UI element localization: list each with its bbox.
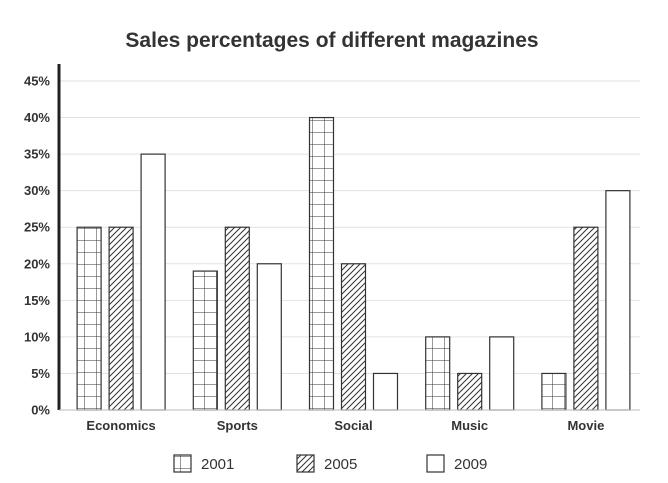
x-category-label: Music: [451, 418, 488, 433]
bar-sports-2009: [256, 263, 282, 411]
bar-movie-2009: [605, 190, 631, 411]
legend-swatch-2005: [296, 454, 315, 473]
legend: 2001 2005 2009: [173, 454, 487, 473]
y-tick-label: 30%: [24, 183, 50, 198]
bar-music-2001: [425, 336, 451, 411]
y-axis-ticks: 0% 5% 10% 15% 20% 25% 30% 35% 40% 45%: [24, 74, 50, 418]
bar-sports-2001: [192, 270, 218, 411]
bar-social-2005: [340, 263, 367, 411]
y-tick-label: 40%: [24, 110, 50, 125]
y-tick-label: 45%: [24, 74, 50, 89]
y-tick-label: 10%: [24, 329, 50, 344]
x-category-label: Sports: [217, 418, 258, 433]
x-category-label: Economics: [86, 418, 155, 433]
bars: [76, 116, 631, 411]
legend-label-2001: 2001: [201, 456, 234, 473]
legend-label-2005: 2005: [324, 456, 357, 473]
bar-economics-2009: [140, 153, 166, 411]
y-tick-label: 35%: [24, 147, 50, 162]
y-tick-label: 20%: [24, 256, 50, 271]
bar-music-2005: [457, 372, 483, 411]
bar-economics-2001: [76, 226, 102, 411]
bar-sports-2005: [224, 226, 250, 411]
y-tick-label: 5%: [31, 366, 50, 381]
bar-music-2009: [489, 336, 515, 411]
chart-title: Sales percentages of different magazines: [125, 29, 538, 52]
legend-swatch-2009: [426, 454, 445, 473]
bar-movie-2001: [541, 372, 567, 411]
y-tick-label: 15%: [24, 293, 50, 308]
bar-social-2001: [308, 116, 335, 411]
x-category-label: Social: [334, 418, 372, 433]
y-tick-label: 0%: [31, 403, 50, 418]
y-tick-label: 25%: [24, 220, 50, 235]
bar-movie-2005: [573, 226, 599, 411]
legend-label-2009: 2009: [454, 456, 487, 473]
legend-swatch-2001: [173, 454, 192, 473]
x-axis-categories: Economics Sports Social Music Movie: [86, 418, 604, 433]
bar-economics-2005: [108, 226, 134, 411]
bar-social-2009: [372, 372, 399, 411]
x-category-label: Movie: [567, 418, 604, 433]
